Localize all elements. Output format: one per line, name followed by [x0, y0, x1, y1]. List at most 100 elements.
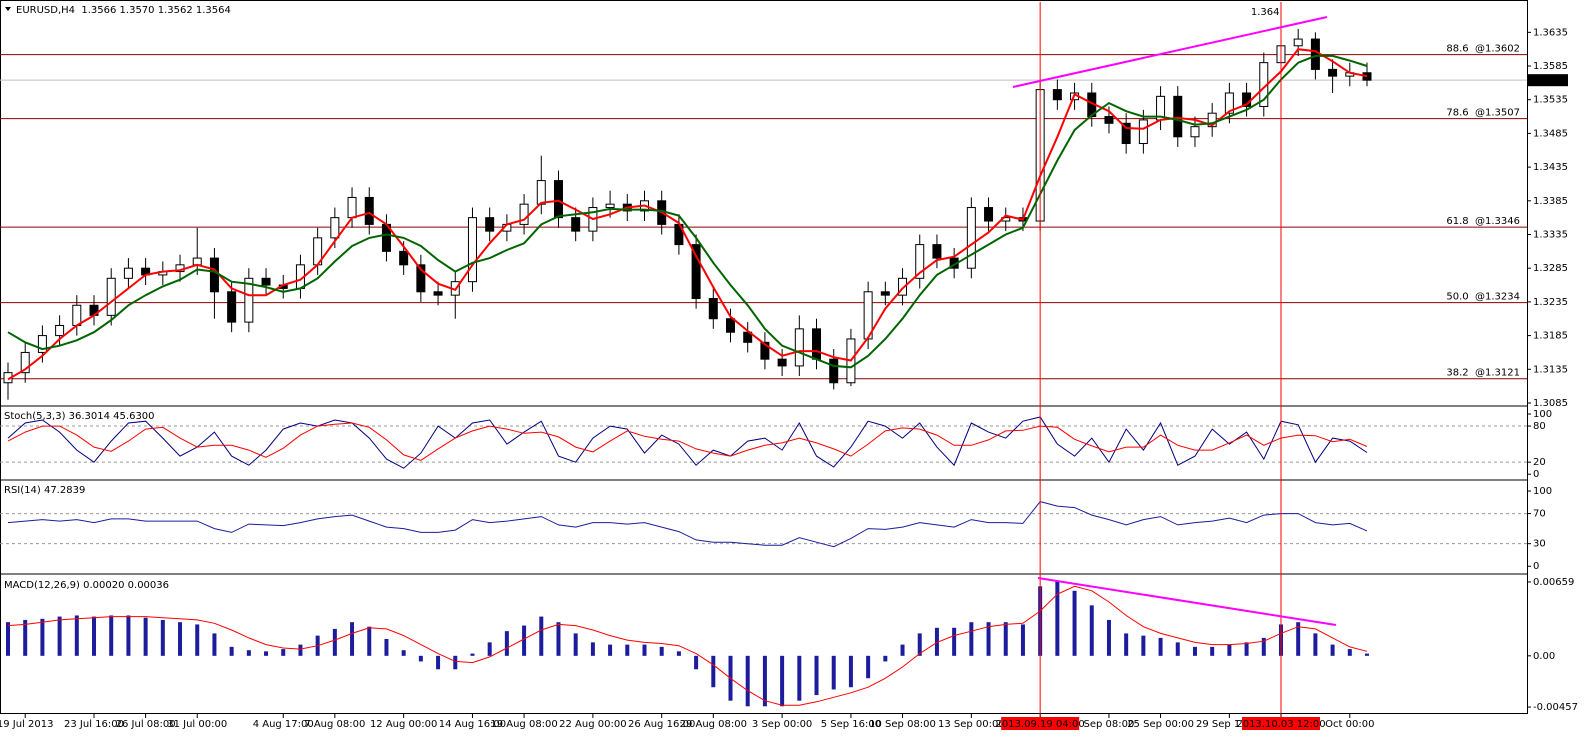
candle-body [743, 331, 753, 343]
panel-title: RSI(14) 47.2839 [4, 485, 85, 496]
y-tick-label: 0.00659 [1533, 577, 1574, 588]
y-tick-label: 100 [1533, 486, 1552, 497]
candle-body [536, 180, 546, 205]
x-tick-label: 7 Aug 08:00 [304, 719, 365, 730]
macd-bar [1347, 649, 1352, 656]
candle-body [726, 318, 736, 333]
macd-bar [797, 655, 802, 701]
macd-bar [453, 655, 458, 670]
y-tick-label: 0.00 [1533, 651, 1555, 662]
candle-body [20, 351, 30, 374]
candle-body [1104, 116, 1114, 124]
x-tick-label: 14 Aug 16:00 [439, 719, 506, 730]
y-tick-label: 1.3085 [1533, 398, 1568, 409]
candle-body [1121, 122, 1131, 145]
candle-body [37, 335, 47, 353]
macd-bar [952, 627, 957, 656]
macd-bar [745, 655, 750, 707]
x-tick-label: 29 Sep 17:00 [1196, 719, 1263, 730]
macd-bar [264, 651, 269, 656]
chart-layer: 1.3635 1.3585 1.3535 1.3485 1.3435 1.3385 1.33… [0, 2, 1578, 730]
candle-body [794, 328, 804, 367]
macd-bar [573, 633, 578, 656]
x-tick-label: 29 Aug 08:00 [680, 719, 747, 730]
macd-bar [74, 615, 79, 656]
macd-bar [350, 622, 355, 656]
indicator-line [7, 422, 1368, 461]
macd-bar [143, 617, 148, 656]
x-tick-label: 10 Sep 08:00 [869, 719, 936, 730]
macd-bar [436, 655, 441, 670]
macd-bar [1296, 622, 1301, 656]
candle-body [1293, 38, 1303, 47]
y-tick-label: 1.3135 [1533, 364, 1568, 375]
current-price-label: 1.3564 [1532, 75, 1567, 86]
macd-bar [6, 622, 10, 656]
candle-body [1173, 95, 1183, 138]
macd-bar [556, 622, 561, 656]
candle-body [915, 244, 925, 279]
macd-bar [762, 655, 767, 707]
candle-body [1138, 119, 1148, 145]
trend-line [1012, 16, 1328, 88]
moving-average [7, 54, 1368, 369]
y-tick-label: 100 [1533, 409, 1552, 420]
moving-average [7, 48, 1368, 381]
menu-arrow[interactable] [5, 7, 11, 11]
candle-body [571, 217, 581, 232]
x-tick-label: 19 Aug 08:00 [490, 719, 557, 730]
x-tick-label: 12 Aug 00:00 [370, 719, 437, 730]
macd-bar [1313, 633, 1318, 656]
macd-bar [212, 633, 217, 656]
candle-body [812, 328, 822, 360]
candle-body [898, 277, 908, 296]
y-tick-label: 20 [1533, 457, 1546, 468]
macd-bar [659, 646, 664, 656]
macd-bar [642, 644, 647, 656]
macd-bar [1020, 624, 1025, 656]
macd-bar [625, 644, 630, 656]
macd-bar [694, 655, 699, 670]
macd-bar [590, 642, 595, 656]
candle-body [553, 180, 563, 219]
candle-body [777, 358, 787, 367]
macd-bar [332, 628, 337, 656]
macd-bar [418, 655, 423, 662]
fib-label: 61.8 @1.3346 [1446, 216, 1520, 227]
fib-label: 78.6 @1.3507 [1446, 108, 1520, 119]
x-tick-label: 22 Aug 00:00 [559, 719, 626, 730]
y-tick-label: 0 [1533, 469, 1539, 480]
x-tick-label: 23 Jul 16:00 [64, 719, 124, 730]
candle-body [123, 267, 133, 279]
macd-bar [539, 616, 544, 656]
candle-body [55, 324, 65, 337]
y-tick-label: 1.3435 [1533, 162, 1568, 173]
macd-bar [676, 651, 681, 656]
candle-body [364, 196, 374, 225]
macd-bar [1210, 646, 1215, 656]
candle-body [829, 358, 839, 384]
candle-body [433, 291, 443, 296]
indicator-line [7, 501, 1368, 548]
macd-bar [281, 649, 286, 656]
macd-bar [883, 655, 888, 662]
candle-body [261, 277, 271, 286]
macd-bar [229, 646, 234, 656]
macd-bar [1072, 590, 1077, 656]
fib-label: 38.2 @1.3121 [1446, 368, 1520, 379]
current-price-box [1528, 74, 1568, 87]
macd-bar [40, 618, 45, 656]
macd-bar [298, 644, 303, 656]
macd-bar [986, 622, 991, 656]
macd-bar [1124, 633, 1129, 656]
candle-body [1052, 89, 1062, 101]
macd-bar [487, 642, 492, 656]
x-tick-label: 5 Sep 16:00 [821, 719, 881, 730]
macd-bar [1330, 644, 1335, 656]
panel-title: Stoch(5,3,3) 36.3014 45.6300 [4, 411, 155, 422]
marker-label: 2013.09.19 04:00 [996, 719, 1085, 730]
macd-bar [900, 644, 905, 656]
x-tick-label: Oct 00:00 [1325, 719, 1374, 730]
candle-body [106, 277, 116, 316]
